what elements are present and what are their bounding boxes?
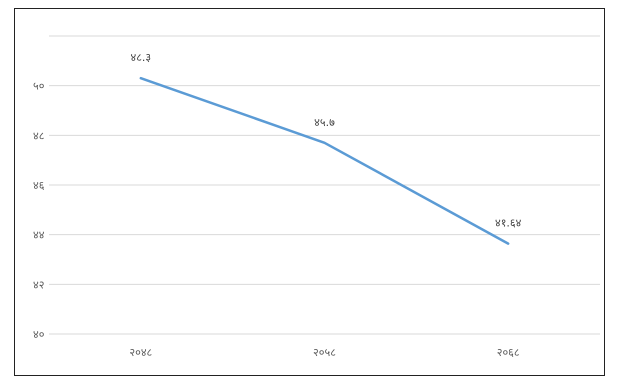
x-tick-label: २०४८: [129, 346, 152, 359]
y-tick-label: ४४: [33, 229, 45, 242]
data-label: ४५.७: [314, 116, 335, 129]
y-tick-label: ५०: [33, 80, 45, 93]
y-tick-label: ४६: [33, 179, 45, 192]
line-chart: ३८४०४२४४४६४८५०२०४८२०५८२०६८४८.३४५.७४१.६४: [33, 35, 600, 359]
y-tick-label: ४०: [33, 328, 45, 341]
series-line: [139, 76, 510, 245]
chart-frame: ३८४०४२४४४६४८५०२०४८२०५८२०६८४८.३४५.७४१.६४: [14, 8, 605, 376]
y-tick-label: ४२: [33, 278, 44, 291]
data-label: ४८.३: [130, 51, 151, 64]
x-tick-label: २०५८: [313, 346, 336, 359]
x-tick-label: २०६८: [497, 346, 520, 359]
y-tick-label: ४८: [33, 129, 45, 142]
data-label: ४१.६४: [495, 217, 522, 230]
